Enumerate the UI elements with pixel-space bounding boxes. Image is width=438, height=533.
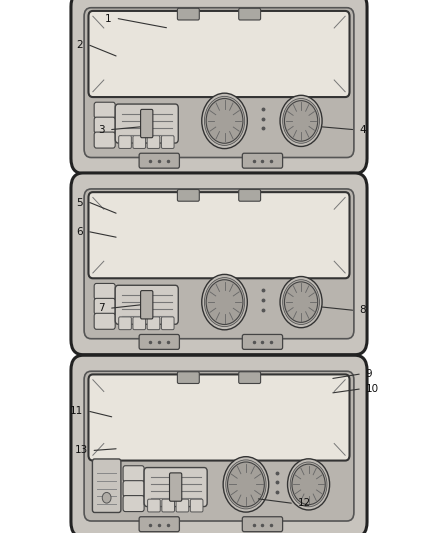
FancyBboxPatch shape — [119, 135, 131, 148]
FancyBboxPatch shape — [92, 459, 121, 513]
FancyBboxPatch shape — [88, 11, 350, 97]
FancyBboxPatch shape — [119, 317, 131, 329]
FancyBboxPatch shape — [139, 154, 180, 168]
FancyBboxPatch shape — [177, 190, 199, 201]
FancyBboxPatch shape — [144, 467, 207, 506]
FancyBboxPatch shape — [94, 313, 115, 329]
Circle shape — [284, 282, 318, 322]
Circle shape — [206, 99, 243, 143]
FancyBboxPatch shape — [242, 517, 283, 531]
Text: 5: 5 — [77, 198, 83, 207]
FancyBboxPatch shape — [242, 335, 283, 350]
FancyBboxPatch shape — [88, 192, 350, 278]
Circle shape — [292, 464, 325, 505]
Circle shape — [202, 93, 247, 149]
Circle shape — [102, 492, 111, 503]
FancyBboxPatch shape — [88, 374, 350, 461]
FancyBboxPatch shape — [123, 496, 144, 512]
Circle shape — [223, 457, 268, 512]
Circle shape — [280, 95, 322, 147]
Text: 7: 7 — [99, 303, 105, 313]
FancyBboxPatch shape — [94, 102, 115, 118]
Circle shape — [202, 274, 247, 330]
FancyBboxPatch shape — [170, 473, 182, 501]
FancyBboxPatch shape — [133, 317, 145, 329]
FancyBboxPatch shape — [177, 372, 199, 384]
Circle shape — [206, 280, 243, 325]
Circle shape — [280, 277, 322, 328]
Text: 9: 9 — [366, 369, 372, 379]
FancyBboxPatch shape — [84, 371, 354, 521]
Circle shape — [284, 101, 318, 141]
Circle shape — [205, 96, 245, 146]
Text: 2: 2 — [77, 41, 83, 50]
Text: 13: 13 — [74, 446, 88, 455]
FancyBboxPatch shape — [190, 499, 203, 512]
FancyBboxPatch shape — [115, 104, 178, 143]
FancyBboxPatch shape — [115, 285, 178, 324]
FancyBboxPatch shape — [139, 335, 180, 350]
Circle shape — [205, 278, 245, 327]
Circle shape — [283, 99, 319, 143]
Text: 3: 3 — [99, 125, 105, 134]
Circle shape — [283, 280, 319, 325]
Circle shape — [290, 462, 327, 507]
FancyBboxPatch shape — [147, 317, 160, 329]
FancyBboxPatch shape — [84, 7, 354, 158]
FancyBboxPatch shape — [123, 481, 144, 497]
Text: 11: 11 — [70, 407, 83, 416]
FancyBboxPatch shape — [71, 173, 367, 355]
FancyBboxPatch shape — [71, 0, 367, 174]
FancyBboxPatch shape — [141, 290, 153, 319]
FancyBboxPatch shape — [148, 499, 160, 512]
FancyBboxPatch shape — [84, 189, 354, 339]
FancyBboxPatch shape — [162, 317, 174, 329]
FancyBboxPatch shape — [94, 284, 115, 300]
FancyBboxPatch shape — [239, 190, 261, 201]
FancyBboxPatch shape — [239, 9, 261, 20]
FancyBboxPatch shape — [162, 135, 174, 148]
FancyBboxPatch shape — [239, 372, 261, 384]
Circle shape — [226, 460, 266, 509]
Text: 8: 8 — [359, 305, 366, 315]
Text: 4: 4 — [359, 125, 366, 134]
FancyBboxPatch shape — [242, 154, 283, 168]
FancyBboxPatch shape — [94, 132, 115, 148]
FancyBboxPatch shape — [177, 9, 199, 20]
FancyBboxPatch shape — [71, 356, 367, 533]
FancyBboxPatch shape — [147, 135, 160, 148]
Text: 12: 12 — [298, 498, 311, 508]
FancyBboxPatch shape — [139, 517, 180, 531]
FancyBboxPatch shape — [133, 135, 145, 148]
FancyBboxPatch shape — [94, 298, 115, 314]
Circle shape — [227, 462, 264, 507]
FancyBboxPatch shape — [94, 117, 115, 133]
FancyBboxPatch shape — [162, 499, 174, 512]
Text: 6: 6 — [77, 227, 83, 237]
Text: 1: 1 — [105, 14, 112, 23]
Circle shape — [288, 459, 330, 510]
Text: 10: 10 — [366, 384, 379, 394]
FancyBboxPatch shape — [141, 109, 153, 138]
FancyBboxPatch shape — [176, 499, 189, 512]
FancyBboxPatch shape — [123, 466, 144, 482]
